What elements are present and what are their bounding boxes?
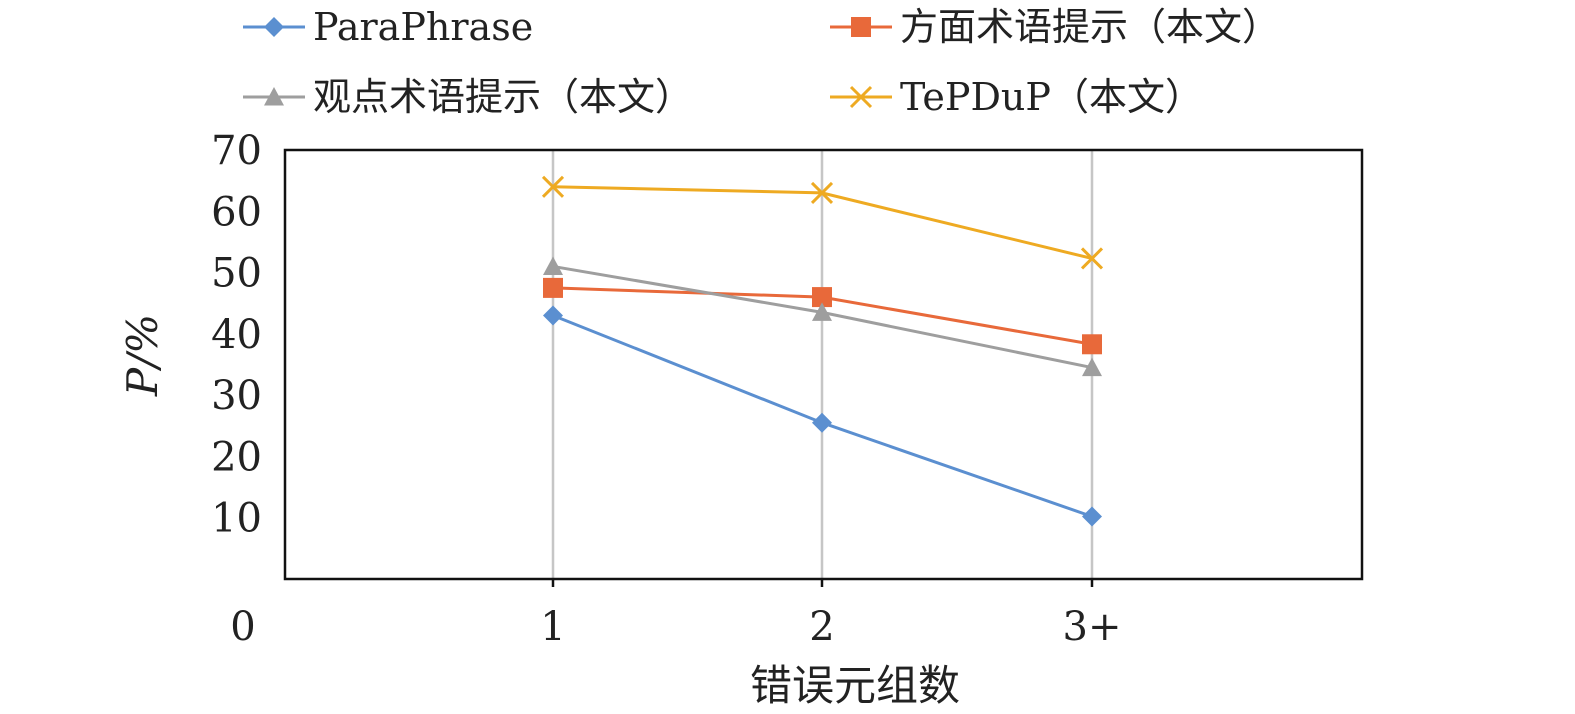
series-4 — [541, 175, 1104, 270]
data-point — [543, 256, 563, 275]
legend-label: TePDuP（本文） — [900, 75, 1203, 119]
plot-frame — [283, 148, 1364, 581]
data-point — [810, 181, 834, 204]
legend-label: 方面术语提示（本文） — [900, 5, 1280, 49]
data-point — [543, 305, 563, 326]
data-point — [541, 175, 565, 198]
x-tick-label: 2 — [809, 604, 834, 650]
data-point — [812, 412, 832, 433]
y-tick-label: 70 — [211, 128, 262, 174]
data-point — [1082, 334, 1102, 355]
data-point — [812, 302, 832, 321]
legend-item-4: TePDuP（本文） — [830, 75, 1203, 119]
x-axis-title: 错误元组数 — [750, 661, 960, 710]
legend: ParaPhrase 方面术语提示（本文） 观点术语提示（本文） TePDuP（本文） — [243, 5, 1280, 119]
legend-label: ParaPhrase — [313, 5, 533, 49]
legend-marker — [849, 85, 873, 109]
legend-item-3: 观点术语提示（本文） — [243, 75, 693, 119]
x-tick-label: 3+ — [1063, 604, 1122, 650]
data-point — [543, 277, 563, 298]
legend-marker — [264, 87, 284, 106]
series-1 — [543, 305, 1102, 527]
y-tick-label: 20 — [211, 434, 262, 480]
y-tick-label: 40 — [211, 312, 262, 358]
y-tick-label: 10 — [211, 496, 262, 542]
y-tick-label: 30 — [211, 373, 262, 419]
y-axis-title: P/% — [118, 314, 167, 397]
data-point — [1080, 247, 1104, 270]
data-point — [812, 287, 832, 308]
legend-marker — [851, 17, 871, 37]
y-tick-label: 50 — [211, 251, 262, 297]
series-3 — [543, 256, 1102, 377]
y-tick-label: 60 — [211, 189, 262, 235]
data-point — [1082, 357, 1102, 377]
legend-item-2: 方面术语提示（本文） — [830, 5, 1280, 49]
axis-layer: 10 20 30 40 50 60 70 1 2 3+ — [211, 128, 1121, 650]
x-origin-label: 0 — [230, 604, 255, 650]
grid-layer — [551, 150, 1094, 579]
legend-marker — [264, 17, 284, 37]
series-2 — [543, 277, 1102, 355]
series-layer — [541, 175, 1104, 527]
data-point — [1082, 506, 1102, 527]
x-tick-label: 1 — [540, 604, 565, 650]
legend-item-1: ParaPhrase — [243, 5, 533, 49]
legend-label: 观点术语提示（本文） — [313, 75, 693, 119]
